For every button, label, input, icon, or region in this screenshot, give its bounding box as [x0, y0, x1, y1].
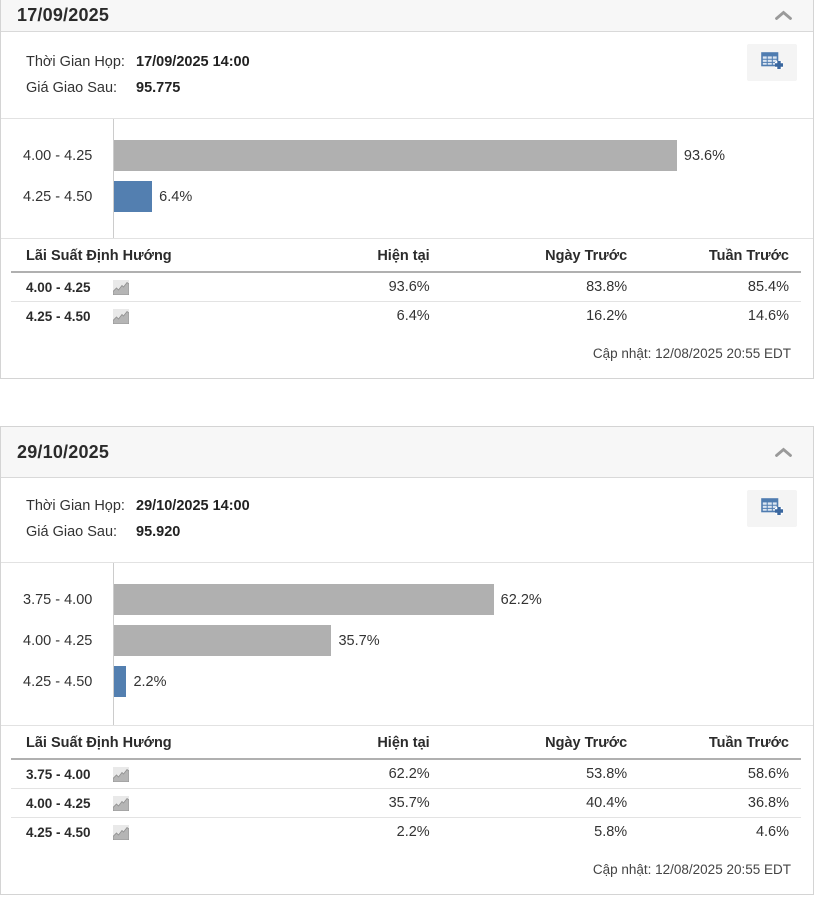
header-day-before: Ngày Trước: [429, 239, 628, 273]
rate-range: 4.25 - 4.50: [26, 308, 91, 324]
meeting-time-row: Thời Gian Họp: 29/10/2025 14:00: [26, 498, 797, 514]
collapse-button[interactable]: [766, 445, 801, 460]
futures-price-row: Giá Giao Sau: 95.775: [26, 80, 797, 96]
day-before-cell: 40.4%: [429, 788, 628, 818]
table-row: 4.00 - 4.25 93.6% 83.8% 85.4%: [11, 272, 801, 302]
chevron-up-icon: [774, 9, 793, 24]
table-row: 4.25 - 4.50 2.2% 5.8% 4.6%: [11, 818, 801, 847]
chart-category-label: 4.25 - 4.50: [23, 673, 93, 690]
panel-header: 29/10/2025: [1, 427, 813, 478]
chevron-up-icon: [774, 446, 793, 461]
chart-bar: [113, 584, 494, 615]
table-header-row: Lãi Suất Định Hướng Hiện tại Ngày Trước …: [11, 239, 801, 273]
chart-bar-value: 62.2%: [500, 591, 542, 608]
panel-header: 17/09/2025: [1, 0, 813, 32]
chart-row: 4.00 - 4.25 35.7%: [1, 625, 813, 656]
probability-bar-chart: 3.75 - 4.00 62.2% 4.00 - 4.25 35.7% 4.25…: [1, 562, 813, 725]
rate-range: 4.00 - 4.25: [26, 279, 91, 295]
current-cell: 93.6%: [303, 272, 430, 302]
chart-bar-value: 35.7%: [338, 632, 380, 649]
week-before-cell: 85.4%: [627, 272, 801, 302]
rates-table: Lãi Suất Định Hướng Hiện tại Ngày Trước …: [11, 726, 801, 846]
rates-table-section: Lãi Suất Định Hướng Hiện tại Ngày Trước …: [1, 238, 813, 378]
meeting-time-row: Thời Gian Họp: 17/09/2025 14:00: [26, 54, 797, 70]
sparkline-icon[interactable]: [112, 766, 129, 782]
sparkline-icon[interactable]: [112, 795, 129, 811]
header-target-rate: Lãi Suất Định Hướng: [11, 239, 304, 273]
panel-title: 29/10/2025: [17, 441, 110, 462]
header-current: Hiện tại: [303, 239, 430, 273]
sparkline-icon[interactable]: [112, 824, 129, 840]
week-before-cell: 36.8%: [627, 788, 801, 818]
table-row: 4.00 - 4.25 35.7% 40.4% 36.8%: [11, 788, 801, 818]
chart-row: 4.25 - 4.50 2.2%: [1, 666, 813, 697]
panel-title: 17/09/2025: [17, 5, 110, 25]
futures-price-row: Giá Giao Sau: 95.920: [26, 524, 797, 540]
header-day-before: Ngày Trước: [429, 726, 628, 760]
day-before-cell: 16.2%: [586, 308, 628, 324]
chart-bar: [113, 181, 153, 212]
rate-range: 4.25 - 4.50: [26, 824, 91, 840]
day-before-cell: 53.8%: [429, 759, 628, 789]
chart-row: 4.25 - 4.50 6.4%: [1, 181, 813, 212]
chart-bar: [113, 140, 677, 171]
chart-category-label: 3.75 - 4.00: [23, 591, 93, 608]
current-cell: 35.7%: [303, 788, 430, 818]
meeting-meta: Thời Gian Họp: 29/10/2025 14:00 Giá Giao…: [1, 478, 813, 562]
header-target-rate: Lãi Suất Định Hướng: [11, 726, 304, 760]
header-week-before: Tuần Trước: [627, 726, 801, 760]
rates-table: Lãi Suất Định Hướng Hiện tại Ngày Trước …: [11, 239, 801, 330]
sparkline-icon[interactable]: [112, 279, 129, 295]
meeting-panel: 29/10/2025 Thời Gian Họp: 29/10/2025 14:…: [0, 426, 814, 895]
rate-range: 4.00 - 4.25: [26, 795, 91, 811]
chart-row: 3.75 - 4.00 62.2%: [1, 584, 813, 615]
add-to-table-button[interactable]: [747, 490, 797, 527]
day-before-cell: 5.8%: [594, 824, 628, 840]
chart-category-label: 4.00 - 4.25: [23, 632, 93, 649]
futures-price-value: 95.775: [136, 80, 181, 96]
week-before-cell: 4.6%: [755, 824, 789, 840]
meeting-time-value: 29/10/2025 14:00: [136, 498, 250, 514]
meeting-time-value: 17/09/2025 14:00: [136, 54, 250, 70]
day-before-cell: 83.8%: [429, 272, 628, 302]
current-cell: 2.2%: [396, 824, 430, 840]
meeting-panel: 17/09/2025 Thời Gian Họp: 17/09/2025 14:…: [0, 0, 814, 379]
header-current: Hiện tại: [303, 726, 430, 760]
chart-category-label: 4.00 - 4.25: [23, 147, 93, 164]
table-plus-icon: [760, 50, 785, 76]
table-header-row: Lãi Suất Định Hướng Hiện tại Ngày Trước …: [11, 726, 801, 760]
rates-table-section: Lãi Suất Định Hướng Hiện tại Ngày Trước …: [1, 725, 813, 894]
probability-bar-chart: 4.00 - 4.25 93.6% 4.25 - 4.50 6.4%: [1, 118, 813, 238]
futures-price-label: Giá Giao Sau:: [26, 524, 118, 540]
update-timestamp: Cập nhật: 12/08/2025 20:55 EDT: [592, 346, 791, 361]
table-row: 3.75 - 4.00 62.2% 53.8% 58.6%: [11, 759, 801, 789]
sparkline-icon[interactable]: [112, 308, 129, 324]
week-before-cell: 58.6%: [627, 759, 801, 789]
update-timestamp: Cập nhật: 12/08/2025 20:55 EDT: [592, 862, 791, 877]
futures-price-value: 95.920: [136, 524, 181, 540]
chart-bar-value: 93.6%: [683, 147, 725, 164]
rate-range: 3.75 - 4.00: [26, 766, 91, 782]
chart-bar-value: 2.2%: [133, 673, 167, 690]
meeting-time-label: Thời Gian Họp:: [26, 54, 125, 70]
current-cell: 6.4%: [396, 308, 430, 324]
futures-price-label: Giá Giao Sau:: [26, 80, 118, 96]
header-week-before: Tuần Trước: [627, 239, 801, 273]
chart-bar: [113, 666, 127, 697]
chart-category-label: 4.25 - 4.50: [23, 188, 93, 205]
chart-row: 4.00 - 4.25 93.6%: [1, 140, 813, 171]
chart-bar-value: 6.4%: [159, 188, 193, 205]
add-to-table-button[interactable]: [747, 44, 797, 81]
table-row: 4.25 - 4.50 6.4% 16.2% 14.6%: [11, 302, 801, 331]
week-before-cell: 14.6%: [747, 308, 789, 324]
meeting-time-label: Thời Gian Họp:: [26, 498, 125, 514]
collapse-button[interactable]: [766, 8, 801, 23]
chart-bar: [113, 625, 332, 656]
table-plus-icon: [760, 496, 785, 522]
meeting-meta: Thời Gian Họp: 17/09/2025 14:00 Giá Giao…: [1, 32, 813, 118]
current-cell: 62.2%: [303, 759, 430, 789]
